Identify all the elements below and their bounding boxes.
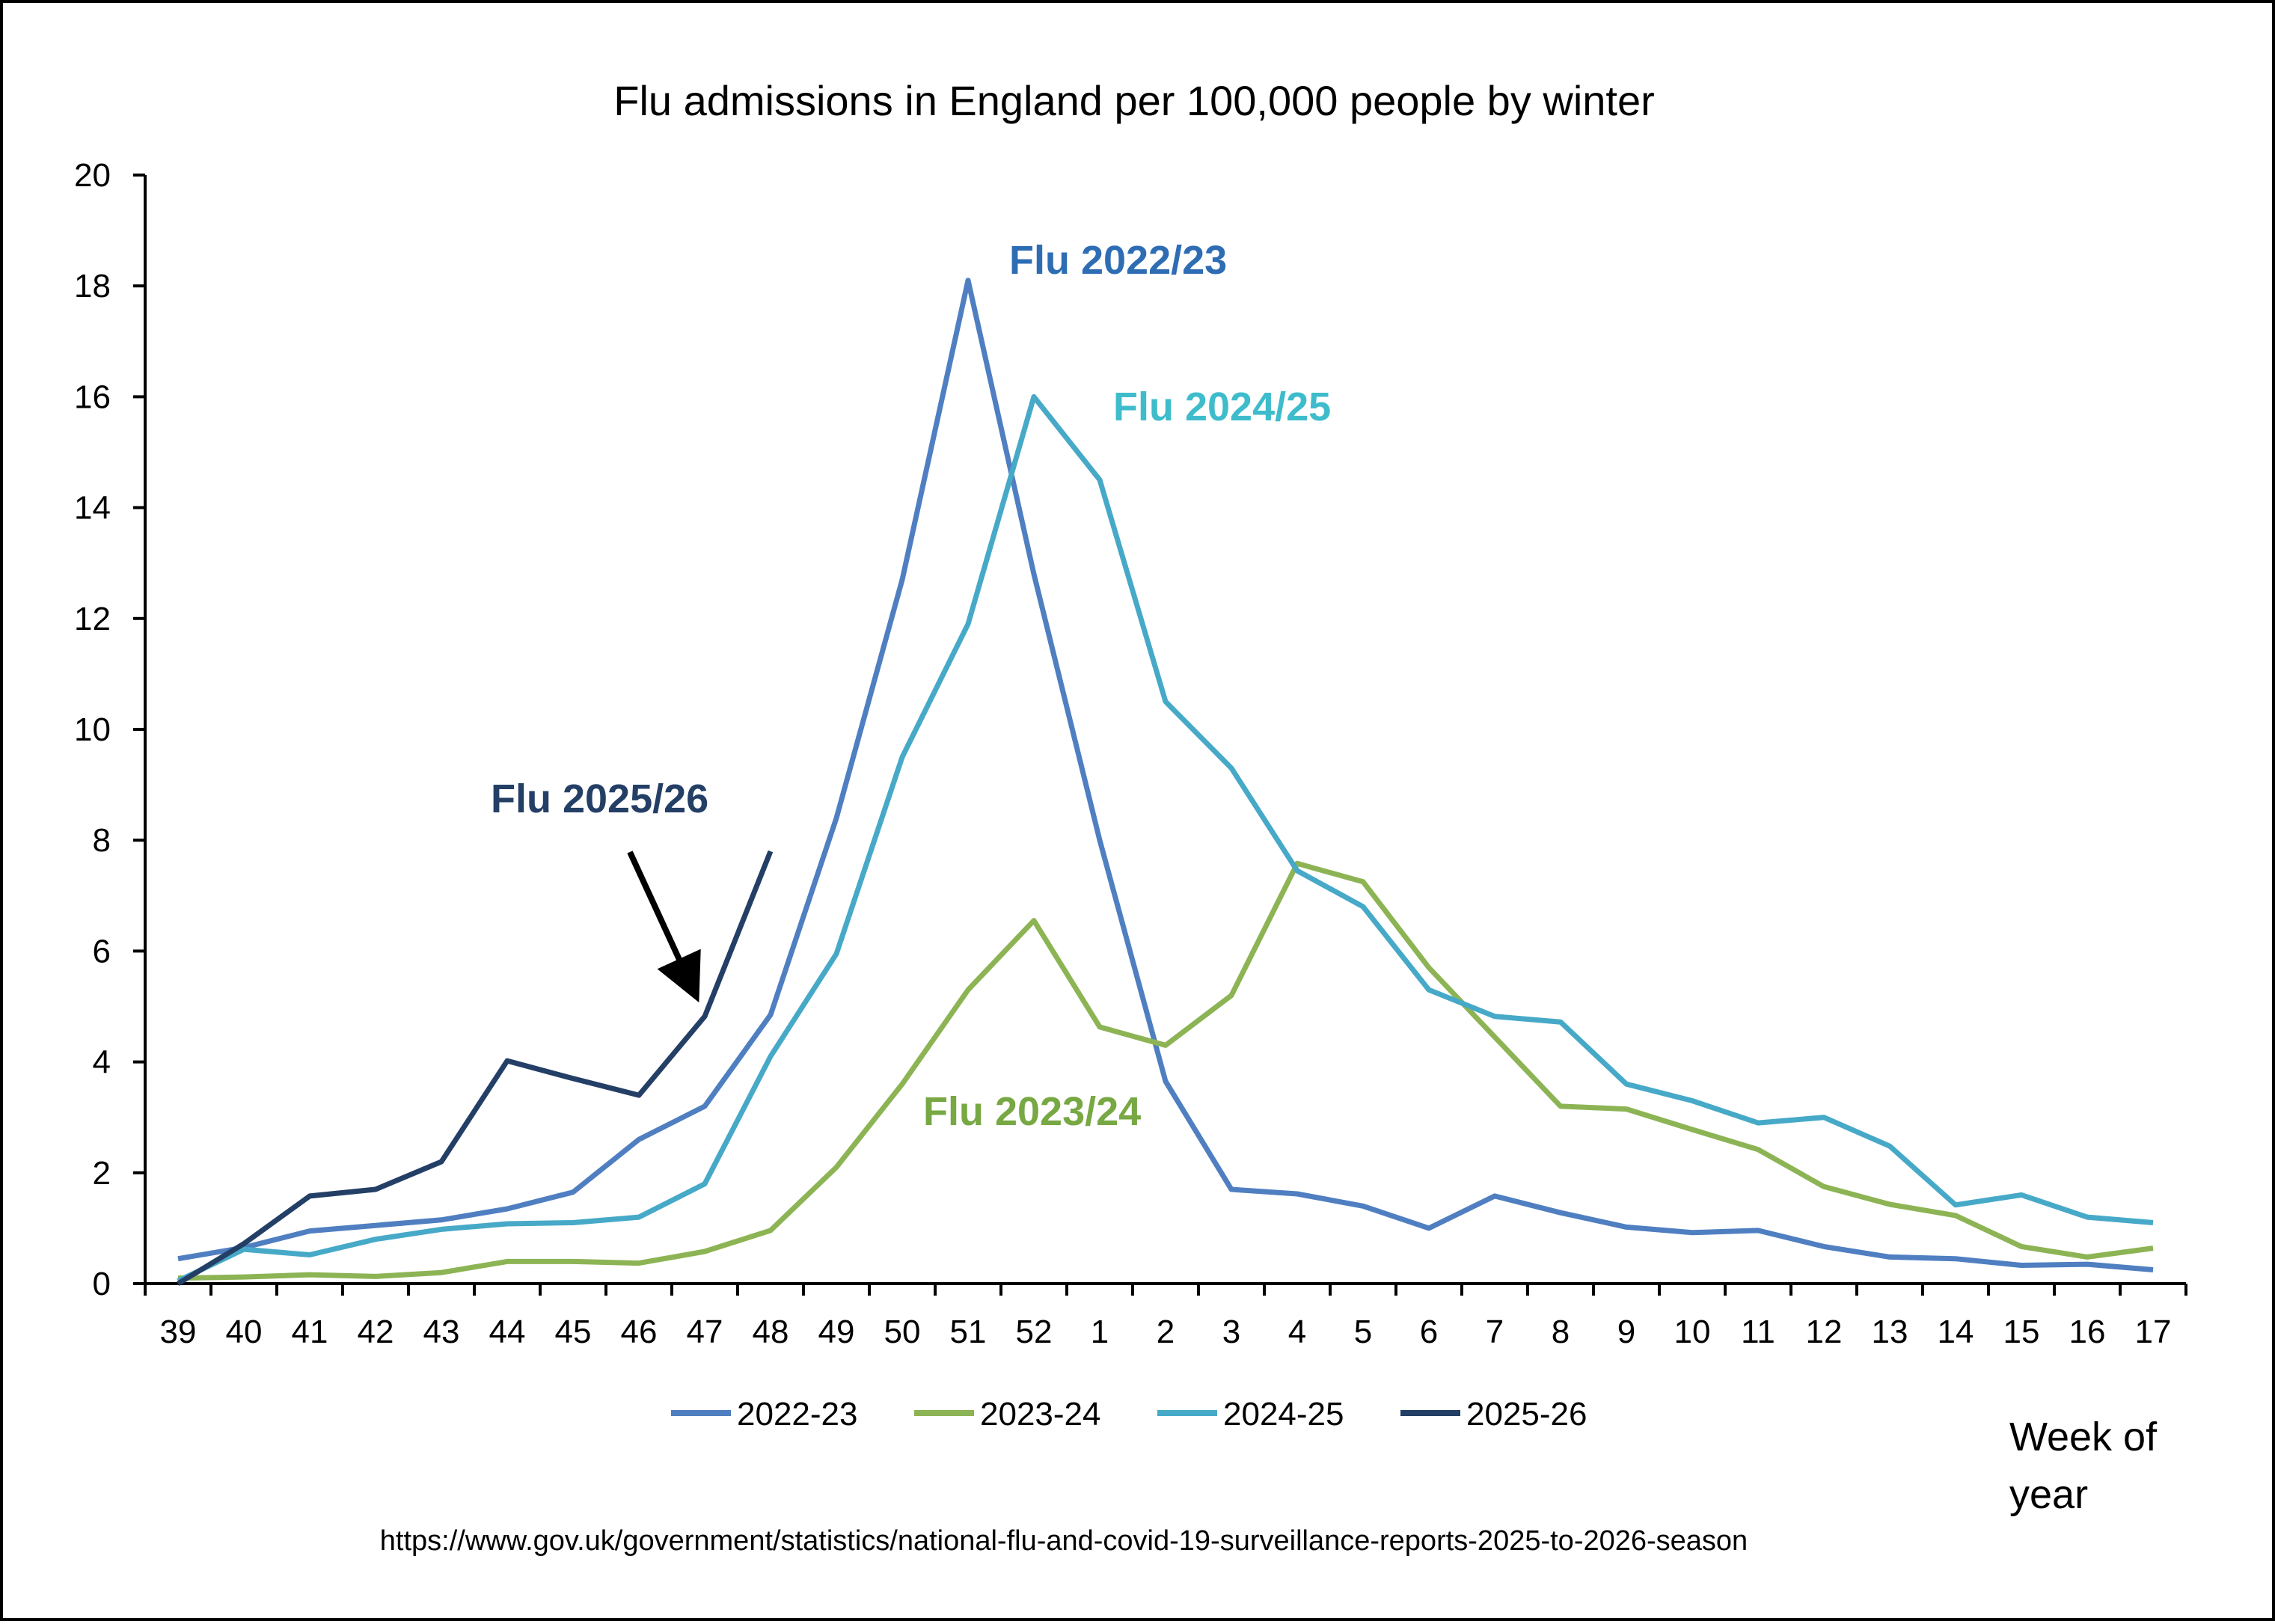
y-tick-label: 2 (93, 1155, 111, 1192)
annotation-arrow (627, 851, 701, 1003)
x-tick-label: 40 (226, 1314, 263, 1350)
x-tick-label: 14 (1938, 1314, 1974, 1350)
x-axis-title-line-1: Week of (2009, 1415, 2158, 1459)
x-tick-label: 42 (358, 1314, 394, 1350)
chart-title: Flu admissions in England per 100,000 pe… (613, 77, 1655, 124)
x-tick-label: 52 (1016, 1314, 1053, 1350)
flu-admissions-chart: Flu admissions in England per 100,000 pe… (74, 77, 2187, 1557)
legend-label-2024-25: 2024-25 (1223, 1396, 1344, 1433)
axes (144, 175, 2186, 1285)
x-tick-label: 13 (1872, 1314, 1908, 1350)
source-url: https://www.gov.uk/government/statistics… (380, 1525, 1748, 1557)
series-line-2023-24 (177, 860, 2154, 1281)
y-tick-label: 6 (93, 933, 111, 969)
legend-label-2023-24: 2023-24 (980, 1396, 1100, 1433)
series-line-2025-26 (177, 850, 774, 1286)
x-tick-label: 45 (555, 1314, 592, 1350)
x-axis-ticks: 39 40 41 42 43 44 45 46 47 48 49 50 51 52 1 2 3 4 5 6 7 8 9 10 1… (144, 1284, 2187, 1350)
y-tick-label: 20 (74, 157, 111, 194)
x-axis-title-line-2: year (2009, 1472, 2088, 1517)
series-line-2024-25 (177, 393, 2154, 1284)
x-tick-label: 39 (160, 1314, 197, 1350)
x-tick-label: 49 (818, 1314, 855, 1350)
x-tick-label: 50 (884, 1314, 921, 1350)
x-tick-label: 10 (1674, 1314, 1711, 1350)
x-tick-label: 1 (1091, 1314, 1109, 1350)
x-tick-label: 17 (2135, 1314, 2172, 1350)
y-tick-label: 14 (74, 490, 111, 527)
x-tick-label: 11 (1741, 1314, 1775, 1350)
x-tick-label: 9 (1617, 1314, 1635, 1350)
x-tick-label: 44 (489, 1314, 526, 1350)
annotation-flu-2023-24: Flu 2023/24 (923, 1089, 1141, 1134)
x-tick-label: 43 (423, 1314, 460, 1350)
y-tick-label: 4 (93, 1044, 111, 1081)
x-tick-label: 5 (1354, 1314, 1372, 1350)
x-tick-label: 51 (950, 1314, 987, 1350)
x-tick-label: 7 (1486, 1314, 1504, 1350)
x-tick-label: 48 (753, 1314, 789, 1350)
x-tick-label: 6 (1420, 1314, 1438, 1350)
x-tick-label: 8 (1552, 1314, 1570, 1350)
y-tick-label: 8 (93, 822, 111, 859)
x-tick-label: 46 (621, 1314, 658, 1350)
x-tick-label: 16 (2069, 1314, 2106, 1350)
legend-label-2022-23: 2022-23 (737, 1396, 857, 1433)
y-tick-label: 0 (93, 1266, 111, 1302)
annotation-flu-2025-26: Flu 2025/26 (491, 776, 708, 821)
y-tick-label: 18 (74, 268, 111, 304)
x-tick-label: 15 (2003, 1314, 2040, 1350)
y-axis-ticks: 0 2 4 6 8 10 12 14 16 18 20 (74, 157, 145, 1302)
y-tick-label: 12 (74, 601, 111, 637)
legend-label-2025-26: 2025-26 (1466, 1396, 1587, 1433)
annotation-flu-2022-23: Flu 2022/23 (1009, 238, 1227, 283)
x-tick-label: 41 (292, 1314, 328, 1350)
y-tick-label: 10 (74, 711, 111, 748)
series-lines (177, 278, 2154, 1286)
y-tick-label: 16 (74, 379, 111, 415)
series-line-2022-23 (177, 278, 2154, 1272)
x-tick-label: 12 (1806, 1314, 1843, 1350)
x-tick-label: 4 (1288, 1314, 1306, 1350)
x-tick-label: 3 (1222, 1314, 1240, 1350)
x-tick-label: 47 (687, 1314, 723, 1350)
annotation-flu-2024-25: Flu 2024/25 (1113, 384, 1331, 429)
x-tick-label: 2 (1157, 1314, 1175, 1350)
legend: 2022-23 2023-24 2024-25 2025-26 (671, 1396, 1587, 1433)
